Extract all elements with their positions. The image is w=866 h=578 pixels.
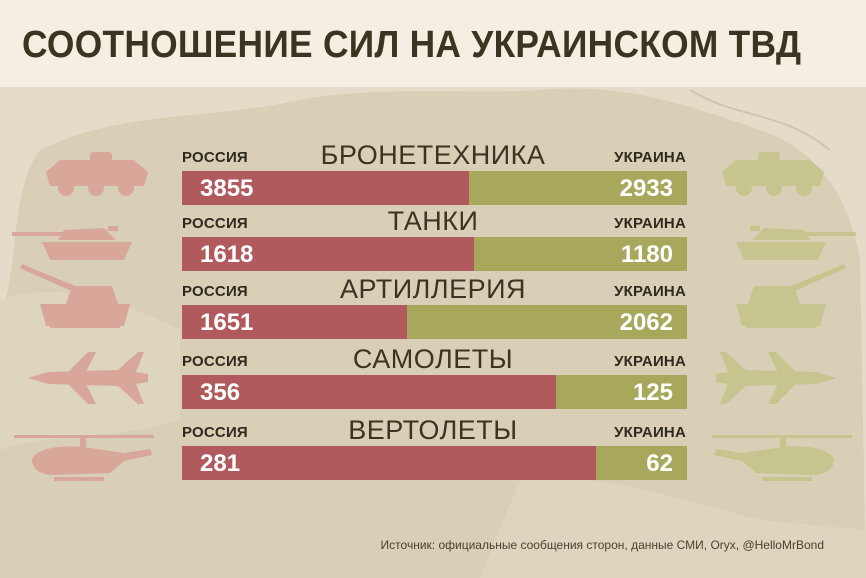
russia-label: РОССИЯ [182, 353, 248, 370]
russia-value: 1618 [200, 241, 254, 268]
chart-row: РОССИЯ УКРАИНА АРТИЛЛЕРИЯ 1651 2062 [0, 264, 866, 340]
tank-icon [706, 216, 856, 271]
ukraine-bar: 356 125 [182, 375, 687, 409]
chart-row: РОССИЯ УКРАИНА БРОНЕТЕХНИКА 3855 2933 [0, 140, 866, 206]
russia-bar [182, 171, 469, 205]
russia-value: 1651 [200, 309, 254, 336]
apc-icon [38, 150, 158, 205]
russia-value: 356 [200, 379, 241, 406]
russia-value: 3855 [200, 175, 254, 202]
apc-icon [712, 150, 832, 205]
jet-icon [28, 348, 148, 413]
artillery-icon [20, 264, 150, 339]
ukraine-value: 2933 [619, 175, 673, 202]
russia-label: РОССИЯ [182, 283, 248, 300]
ukraine-value: 62 [646, 450, 673, 477]
category-label: АРТИЛЛЕРИЯ [339, 274, 527, 304]
ukraine-bar: 281 62 [182, 446, 687, 480]
helicopter-icon [712, 429, 852, 494]
jet-icon [716, 348, 836, 413]
category-label: ВЕРТОЛЕТЫ [348, 415, 518, 445]
ukraine-bar: 1618 1180 [182, 237, 687, 271]
ukraine-value: 1180 [620, 241, 673, 268]
header-band: СООТНОШЕНИЕ СИЛ НА УКРАИНСКОМ ТВД [0, 0, 866, 87]
ukraine-label: УКРАИНА [614, 215, 686, 232]
russia-bar [182, 237, 474, 271]
ukraine-value: 2062 [619, 309, 673, 336]
chart-row: РОССИЯ УКРАИНА ВЕРТОЛЕТЫ 281 62 [0, 415, 866, 481]
russia-bar [182, 446, 596, 480]
russia-value: 281 [200, 450, 241, 477]
category-label: САМОЛЕТЫ [352, 344, 514, 374]
ukraine-label: УКРАИНА [614, 424, 686, 441]
source-note: Источник: официальные сообщения сторон, … [380, 538, 824, 552]
ukraine-value: 125 [632, 379, 673, 406]
helicopter-icon [14, 429, 154, 494]
russia-label: РОССИЯ [182, 149, 248, 166]
ukraine-bar: 3855 2933 [182, 171, 687, 205]
chart-row: РОССИЯ УКРАИНА САМОЛЕТЫ 356 125 [0, 344, 866, 410]
chart-row: РОССИЯ УКРАИНА ТАНКИ 1618 1180 [0, 206, 866, 272]
ukraine-label: УКРАИНА [614, 149, 686, 166]
page-title: СООТНОШЕНИЕ СИЛ НА УКРАИНСКОМ ТВД [22, 24, 802, 66]
russia-label: РОССИЯ [182, 424, 248, 441]
russia-label: РОССИЯ [182, 215, 248, 232]
ukraine-label: УКРАИНА [614, 353, 686, 370]
russia-bar [182, 375, 556, 409]
artillery-icon [716, 264, 846, 339]
category-label: БРОНЕТЕХНИКА [320, 140, 546, 170]
ukraine-label: УКРАИНА [614, 283, 686, 300]
category-label: ТАНКИ [387, 206, 479, 236]
tank-icon [12, 216, 162, 271]
ukraine-bar: 1651 2062 [182, 305, 687, 339]
russia-bar [182, 305, 407, 339]
